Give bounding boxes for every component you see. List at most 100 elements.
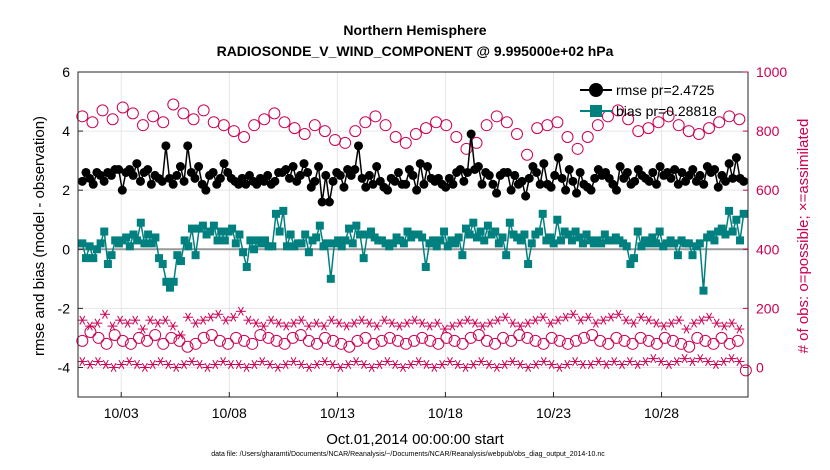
assimilated-obs-point <box>624 356 635 367</box>
assimilated-obs-point <box>107 321 118 331</box>
legend-bias-marker <box>590 105 602 117</box>
possible-obs-point <box>278 337 291 350</box>
bias-series <box>78 206 748 295</box>
assimilated-obs-stroke <box>517 359 524 370</box>
assimilated-obs-point <box>554 362 565 373</box>
bias-point <box>184 242 193 251</box>
obs-count-layer <box>76 98 752 377</box>
assimilated-obs-point <box>108 362 119 373</box>
assimilated-obs-point <box>522 318 533 328</box>
assimilated-obs-stroke <box>470 359 477 370</box>
assimilated-obs-point <box>288 318 299 328</box>
rmse-point <box>310 176 320 186</box>
assimilated-obs-stroke <box>634 359 641 370</box>
assimilated-obs-point <box>553 315 564 325</box>
assimilated-obs-stroke <box>290 318 297 328</box>
assimilated-obs-stroke <box>245 315 252 325</box>
assimilated-obs-stroke <box>321 356 328 367</box>
assimilated-obs-point <box>311 359 322 370</box>
rmse-point <box>532 167 542 177</box>
rmse-point <box>492 188 502 198</box>
assimilated-obs-stroke <box>533 359 539 370</box>
assimilated-obs-point <box>273 318 284 328</box>
x-axis-label: Oct.01,2014 00:00:00 start <box>326 431 504 448</box>
assimilated-obs-stroke <box>660 321 667 331</box>
assimilated-obs-stroke <box>608 312 614 322</box>
assimilated-obs-stroke <box>668 318 675 328</box>
rmse-point <box>299 159 309 169</box>
assimilated-obs-point <box>570 356 581 367</box>
assimilated-obs-stroke <box>126 356 133 367</box>
assimilated-obs-point <box>132 359 143 370</box>
possible-obs-point <box>197 331 210 344</box>
left-axis-ticks: -4 -2 0 2 4 6 <box>58 64 83 375</box>
bias-point <box>403 227 412 236</box>
assimilated-obs-stroke <box>235 359 242 370</box>
assimilated-obs-stroke <box>290 356 297 367</box>
possible-obs-point <box>116 334 129 347</box>
bias-point <box>144 230 153 239</box>
bias-point <box>520 230 529 239</box>
assimilated-obs-point <box>417 318 428 328</box>
possible-obs-point <box>298 128 311 141</box>
bias-point <box>626 260 635 269</box>
assimilated-obs-stroke <box>736 356 743 367</box>
rmse-point <box>553 153 563 163</box>
assimilated-obs-point <box>130 315 141 325</box>
assimilated-obs-point <box>341 321 352 331</box>
possible-obs-point <box>408 334 421 347</box>
assimilated-obs-stroke <box>389 318 395 328</box>
bias-point <box>684 239 693 248</box>
assimilated-obs-stroke <box>230 312 237 322</box>
possible-obs-point <box>262 331 275 344</box>
bias-point <box>162 277 171 286</box>
rmse-point <box>572 188 582 198</box>
chart-title: Northern Hemisphere <box>343 22 486 38</box>
bias-point <box>440 227 449 236</box>
assimilated-obs-point <box>485 318 496 328</box>
assimilated-obs-stroke <box>603 359 610 370</box>
assimilated-obs-point <box>507 318 518 328</box>
assimilated-obs-stroke <box>298 315 305 325</box>
bias-point <box>388 239 397 248</box>
possible-obs-point <box>691 331 704 344</box>
bias-point <box>122 233 131 242</box>
assimilated-obs-point <box>116 359 127 370</box>
assimilated-obs-stroke <box>313 318 320 328</box>
possible-obs-point <box>116 101 129 114</box>
assimilated-obs-point <box>711 318 722 328</box>
possible-obs-point <box>409 128 422 141</box>
assimilated-obs-point <box>356 315 367 325</box>
rmse-point <box>695 170 705 180</box>
bias-point <box>732 215 741 224</box>
bias-point <box>187 224 196 233</box>
rmse-point <box>644 176 654 186</box>
assimilated-obs-stroke <box>645 315 652 325</box>
bias-point <box>432 242 441 251</box>
bias-point <box>356 230 365 239</box>
possible-obs-point <box>571 142 584 155</box>
possible-obs-point <box>177 107 190 120</box>
possible-obs-point <box>675 337 688 350</box>
assimilated-obs-stroke <box>426 321 433 331</box>
assimilated-obs-point <box>160 315 171 325</box>
assimilated-obs-point <box>429 362 440 373</box>
assimilated-obs-stroke <box>698 315 705 325</box>
assimilated-obs-stroke <box>305 321 312 331</box>
bias-point <box>246 236 255 245</box>
rmse-point <box>194 162 204 172</box>
possible-obs-point <box>739 364 752 377</box>
assimilated-obs-point <box>171 362 182 373</box>
assimilated-obs-stroke <box>691 318 697 328</box>
rmse-point <box>466 129 476 139</box>
assimilated-obs-point <box>147 359 158 370</box>
bias-point <box>673 251 682 260</box>
assimilated-obs-point <box>220 315 231 325</box>
possible-obs-point <box>513 328 526 341</box>
rmse-point <box>383 185 393 195</box>
possible-obs-point <box>318 125 331 138</box>
rmse-point <box>655 162 665 172</box>
assimilated-obs-stroke <box>587 359 594 370</box>
assimilated-obs-stroke <box>486 359 492 370</box>
bias-point <box>209 221 218 230</box>
